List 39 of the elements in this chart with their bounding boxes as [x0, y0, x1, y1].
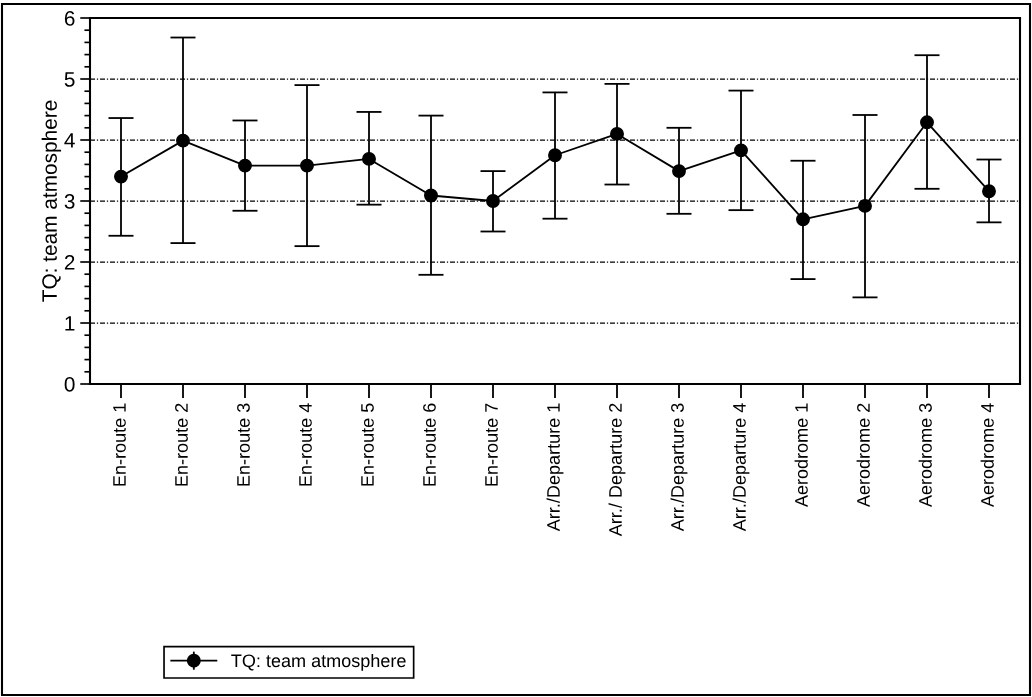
- x-tick-label: Aerodrome 2: [856, 403, 870, 508]
- y-tick-label: 2: [64, 255, 75, 270]
- point: [486, 194, 500, 208]
- x-tick-label: En-route 4: [299, 403, 312, 486]
- point: [672, 164, 686, 179]
- x-tick-label: Arr./Departure 4: [732, 403, 750, 532]
- x-tick-label: Aerodrome 1: [794, 403, 808, 508]
- y-tick-label: 3: [64, 194, 75, 209]
- y-tick-label: 5: [64, 72, 75, 87]
- point: [734, 143, 748, 158]
- point: [114, 169, 128, 184]
- x-tick-label: En-route 5: [361, 403, 374, 486]
- x-tick-label: Aerodrome 4: [980, 403, 994, 508]
- point: [982, 184, 996, 199]
- point: [858, 198, 872, 213]
- point: [610, 126, 624, 141]
- y-tick-label: 1: [65, 316, 75, 331]
- point: [176, 133, 190, 148]
- y-tick-label: 0: [64, 377, 75, 392]
- x-tick-label: En-route 3: [237, 403, 250, 486]
- point: [796, 212, 810, 227]
- x-tick-label: Arr./ Departure 2: [608, 403, 626, 537]
- point: [548, 148, 562, 163]
- x-tick-label: En-route 2: [175, 403, 188, 486]
- point: [362, 151, 376, 166]
- point: [300, 158, 314, 173]
- x-tick-label: Aerodrome 3: [918, 403, 932, 508]
- y-tick-label: 6: [64, 11, 75, 26]
- point: [920, 115, 934, 130]
- x-tick-label: En-route 1: [113, 403, 126, 486]
- x-tick-label: En-route 6: [423, 403, 436, 486]
- point: [424, 188, 438, 203]
- y-tick-label: 4: [64, 133, 75, 148]
- point: [238, 158, 252, 173]
- x-tick-label: Arr./Departure 1: [546, 403, 564, 532]
- x-tick-label: En-route 7: [485, 403, 498, 486]
- legend-label: TQ: team atmosphere: [231, 653, 406, 671]
- y-axis-title: TQ: team atmosphere: [41, 100, 62, 302]
- x-tick-label: Arr./Departure 3: [670, 403, 688, 532]
